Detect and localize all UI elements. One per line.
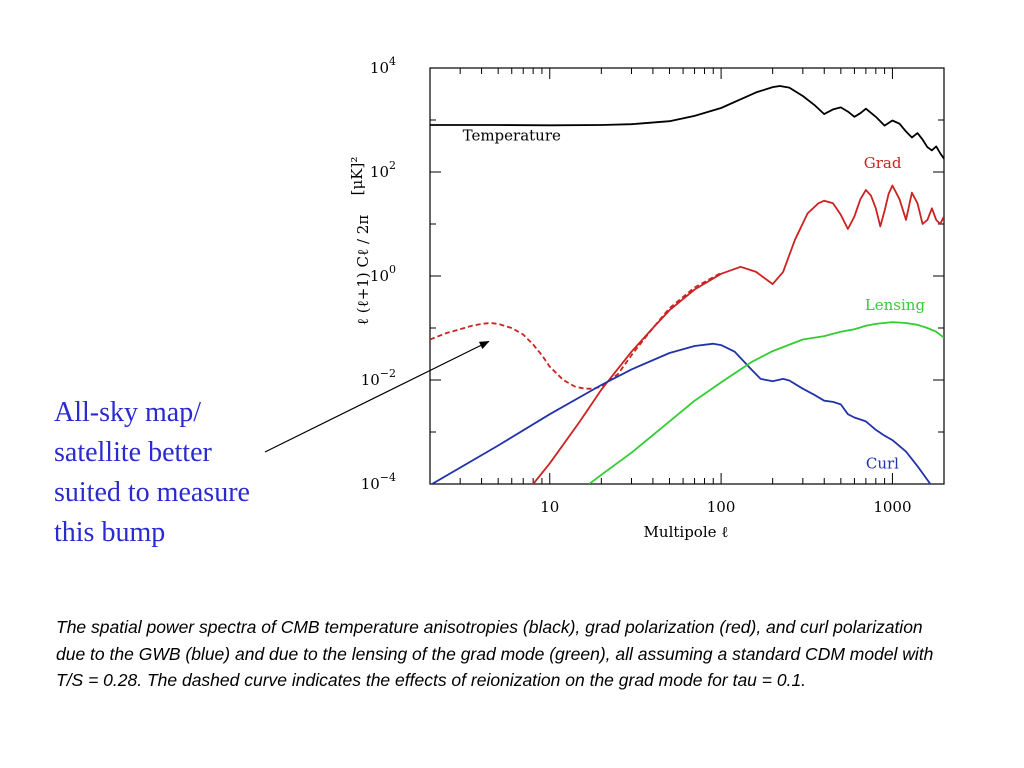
axis-ticks — [429, 67, 945, 485]
y-tick-label: 10−4 — [361, 471, 396, 493]
annotation-line: All-sky map/ — [54, 397, 201, 428]
series-label: Temperature — [463, 127, 561, 145]
power-spectrum-chart: 10 100 1000 10−4 10−2 100 102 104 Temperature Gr… — [264, 55, 945, 541]
y-tick-label: 104 — [370, 55, 396, 77]
y-axis-unit-label: [μK]² — [348, 157, 366, 196]
y-tick-label: 10−2 — [361, 367, 396, 389]
y-axis-unit: [μK]² — [348, 157, 366, 196]
series-label: Lensing — [865, 296, 926, 314]
series-line-4 — [588, 321, 944, 484]
x-tick-label: 1000 — [873, 498, 911, 516]
annotation-line: satellite better — [54, 437, 212, 468]
axis-tick-labels: 10 100 1000 10−4 10−2 100 102 104 — [361, 55, 912, 516]
series-labels: Temperature Grad Curl Lensing — [463, 127, 926, 473]
series-label: Curl — [866, 454, 899, 472]
y-tick-label: 102 — [370, 159, 396, 181]
annotation-line: this bump — [54, 517, 166, 548]
annotation-text: All-sky map/ satellite better suited to … — [54, 393, 304, 553]
annotation-arrow — [264, 340, 490, 453]
y-axis-label: ℓ (ℓ+1) Cℓ / 2π — [354, 215, 372, 326]
x-tick-label: 100 — [707, 498, 736, 516]
series-line-1 — [532, 184, 944, 484]
chart-curves — [430, 85, 944, 484]
figure-caption: The spatial power spectra of CMB tempera… — [56, 617, 934, 690]
x-tick-label: 10 — [540, 498, 559, 516]
series-line-2 — [430, 272, 722, 390]
series-line-0 — [430, 85, 944, 160]
series-label: Grad — [864, 154, 902, 172]
x-axis-label: Multipole ℓ — [644, 523, 729, 541]
series-line-3 — [430, 342, 932, 484]
y-axis-title: ℓ (ℓ+1) Cℓ / 2π — [354, 215, 372, 326]
annotation-line: suited to measure — [54, 477, 250, 508]
y-tick-label: 100 — [370, 263, 396, 285]
